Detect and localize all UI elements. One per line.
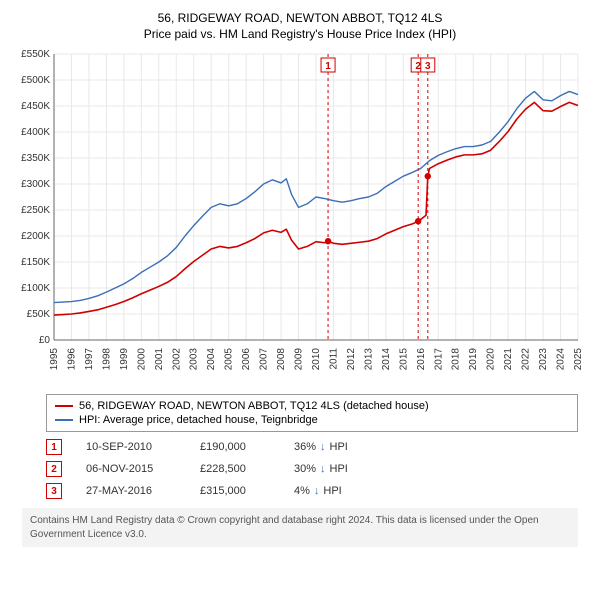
svg-text:1998: 1998: [101, 348, 112, 371]
svg-text:2008: 2008: [276, 348, 287, 371]
legend-label: HPI: Average price, detached house, Teig…: [79, 414, 318, 426]
svg-text:2022: 2022: [521, 348, 532, 371]
svg-text:£0: £0: [39, 335, 51, 346]
sale-diff: 30%↓HPI: [294, 463, 348, 475]
svg-text:1999: 1999: [119, 348, 130, 371]
svg-text:2020: 2020: [486, 348, 497, 371]
svg-text:1996: 1996: [66, 348, 77, 371]
down-arrow-icon: ↓: [320, 441, 326, 453]
svg-text:2003: 2003: [189, 348, 200, 371]
svg-text:£550K: £550K: [21, 49, 50, 60]
svg-text:2004: 2004: [206, 348, 217, 371]
sale-price: £228,500: [200, 463, 270, 475]
svg-text:2014: 2014: [381, 348, 392, 371]
svg-text:2016: 2016: [416, 348, 427, 371]
svg-text:1: 1: [325, 61, 331, 72]
svg-text:2018: 2018: [451, 348, 462, 371]
svg-text:2021: 2021: [503, 348, 514, 371]
svg-text:2017: 2017: [433, 348, 444, 371]
sale-diff: 36%↓HPI: [294, 441, 348, 453]
svg-text:£50K: £50K: [27, 309, 51, 320]
sale-date: 10-SEP-2010: [86, 441, 176, 453]
chart-title: 56, RIDGEWAY ROAD, NEWTON ABBOT, TQ12 4L…: [10, 10, 590, 42]
title-line-1: 56, RIDGEWAY ROAD, NEWTON ABBOT, TQ12 4L…: [10, 10, 590, 26]
price-chart: £0 £50K £100K £150K £200K £250K £300K £350K £400…: [10, 48, 590, 388]
svg-text:£150K: £150K: [21, 257, 50, 268]
sale-diff: 4%↓HPI: [294, 485, 342, 497]
legend: 56, RIDGEWAY ROAD, NEWTON ABBOT, TQ12 4L…: [46, 394, 578, 432]
legend-item: HPI: Average price, detached house, Teig…: [55, 413, 569, 427]
svg-text:2012: 2012: [346, 348, 357, 371]
sale-date: 27-MAY-2016: [86, 485, 176, 497]
sale-marker: 2: [46, 461, 62, 477]
svg-text:£400K: £400K: [21, 127, 50, 138]
svg-text:£450K: £450K: [21, 101, 50, 112]
svg-text:2013: 2013: [363, 348, 374, 371]
legend-label: 56, RIDGEWAY ROAD, NEWTON ABBOT, TQ12 4L…: [79, 400, 429, 412]
svg-text:£350K: £350K: [21, 153, 50, 164]
svg-text:2005: 2005: [224, 348, 235, 371]
legend-item: 56, RIDGEWAY ROAD, NEWTON ABBOT, TQ12 4L…: [55, 399, 569, 413]
svg-text:£500K: £500K: [21, 75, 50, 86]
svg-text:£200K: £200K: [21, 231, 50, 242]
svg-text:2000: 2000: [136, 348, 147, 371]
svg-text:2009: 2009: [294, 348, 305, 371]
svg-text:2007: 2007: [259, 348, 270, 371]
svg-text:3: 3: [425, 61, 431, 72]
legend-swatch: [55, 405, 73, 407]
sales-table: 1 10-SEP-2010 £190,000 36%↓HPI 2 06-NOV-2015 £…: [46, 436, 578, 502]
down-arrow-icon: ↓: [314, 485, 320, 497]
svg-text:2025: 2025: [573, 348, 584, 371]
svg-text:2024: 2024: [556, 348, 567, 371]
sale-row: 2 06-NOV-2015 £228,500 30%↓HPI: [46, 458, 578, 480]
sale-price: £315,000: [200, 485, 270, 497]
svg-text:2006: 2006: [241, 348, 252, 371]
svg-text:£100K: £100K: [21, 283, 50, 294]
title-line-2: Price paid vs. HM Land Registry's House …: [10, 26, 590, 42]
svg-text:1997: 1997: [84, 348, 95, 371]
svg-text:2015: 2015: [398, 348, 409, 371]
sale-price: £190,000: [200, 441, 270, 453]
svg-text:2023: 2023: [538, 348, 549, 371]
svg-text:2002: 2002: [171, 348, 182, 371]
sale-marker: 1: [46, 439, 62, 455]
svg-text:1995: 1995: [49, 348, 60, 371]
svg-text:£250K: £250K: [21, 205, 50, 216]
sale-row: 3 27-MAY-2016 £315,000 4%↓HPI: [46, 480, 578, 502]
legend-swatch: [55, 419, 73, 421]
svg-text:£300K: £300K: [21, 179, 50, 190]
footer-note: Contains HM Land Registry data © Crown c…: [22, 508, 578, 547]
svg-text:2001: 2001: [154, 348, 165, 371]
sale-marker: 3: [46, 483, 62, 499]
svg-text:2010: 2010: [311, 348, 322, 371]
down-arrow-icon: ↓: [320, 463, 326, 475]
sale-row: 1 10-SEP-2010 £190,000 36%↓HPI: [46, 436, 578, 458]
svg-text:2011: 2011: [328, 348, 339, 370]
sale-date: 06-NOV-2015: [86, 463, 176, 475]
svg-text:2019: 2019: [468, 348, 479, 371]
